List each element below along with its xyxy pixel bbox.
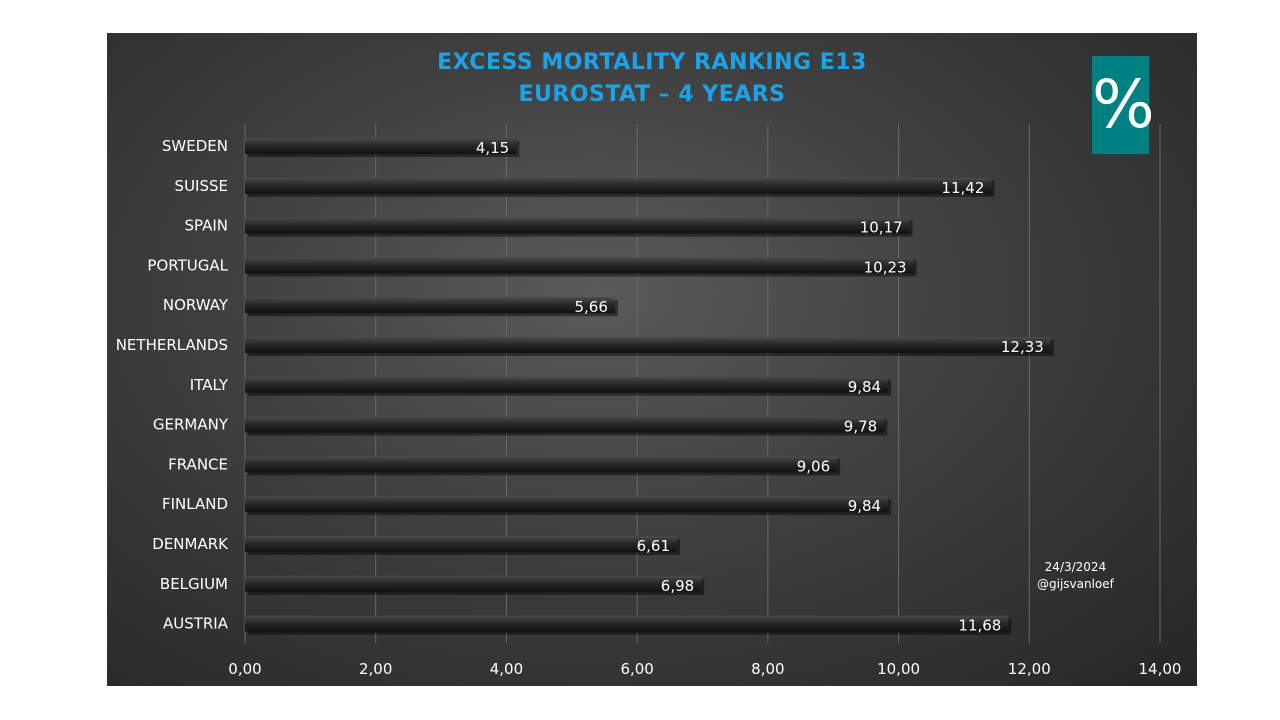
data-label: 12,33 [1001,338,1044,356]
data-label: 10,23 [864,258,907,276]
bar-chart: SWEDEN SUISSE SPAIN PORTUGAL NORWAY NETHERLAN… [116,124,1181,678]
x-tick-label: 0,00 [228,660,261,678]
bar-france [245,456,838,473]
x-tick-label: 12,00 [1008,660,1051,678]
grid-lines [244,124,1161,643]
category-label: SPAIN [184,217,228,235]
data-label: 9,84 [848,378,881,396]
x-tick-label: 2,00 [359,660,392,678]
data-label: 6,98 [661,577,694,595]
bar-spain [245,217,910,234]
x-tick-label: 4,00 [490,660,523,678]
author-stamp: 24/3/2024 @gijsvanloef [1037,559,1114,593]
bar-italy [245,376,889,393]
data-label: 9,06 [797,457,830,475]
stamp-handle: @gijsvanloef [1037,577,1114,591]
chart-title-line-1: EXCESS MORTALITY RANKING E13 [437,50,867,75]
x-tick-label: 10,00 [877,660,920,678]
bar-austria [245,615,1009,632]
bar-finland [245,496,889,513]
category-label: FINLAND [162,495,228,513]
category-label: FRANCE [168,455,228,473]
chart-title: EXCESS MORTALITY RANKING E13 EUROSTAT – … [107,47,1197,111]
data-label: 11,68 [958,617,1001,635]
data-label: 10,17 [860,219,903,237]
category-label: PORTUGAL [147,256,228,274]
category-label: ITALY [190,376,229,394]
bar-portugal [245,257,914,274]
bar-belgium [245,575,702,592]
data-label: 5,66 [575,298,608,316]
x-tick-label: 14,00 [1139,660,1182,678]
chart-panel: EXCESS MORTALITY RANKING E13 EUROSTAT – … [107,33,1197,686]
bar-suisse [245,177,992,194]
bar-denmark [245,536,678,552]
percent-badge: % [1092,56,1155,154]
category-label: NETHERLANDS [116,336,228,354]
category-label: NORWAY [163,296,229,314]
bar-netherlands [245,337,1051,353]
category-label: SUISSE [175,177,228,195]
category-label: SWEDEN [162,137,228,155]
data-label: 11,42 [941,179,984,197]
bar-sweden [245,138,517,154]
category-label: GERMANY [153,416,229,434]
bar-norway [245,297,615,314]
stamp-date: 24/3/2024 [1044,560,1107,574]
bars-group [245,138,1054,635]
data-label: 9,78 [844,418,877,436]
chart-title-line-2: EUROSTAT – 4 YEARS [518,82,786,107]
data-label: 4,15 [476,139,509,157]
x-tick-label: 8,00 [751,660,784,678]
category-label: AUSTRIA [163,615,229,633]
category-label: DENMARK [152,535,229,553]
data-label: 6,61 [637,537,670,555]
category-labels: SWEDEN SUISSE SPAIN PORTUGAL NORWAY NETHERLAN… [116,137,229,633]
x-axis-ticks: 0,00 2,00 4,00 6,00 8,00 10,00 12,00 14,00 [228,660,1181,678]
bar-germany [245,416,885,433]
x-tick-label: 6,00 [620,660,653,678]
category-label: BELGIUM [160,575,228,593]
data-labels: 4,15 11,42 10,17 10,23 5,66 12,33 9,84 9,78 9,06… [476,139,1044,635]
data-label: 9,84 [848,497,881,515]
